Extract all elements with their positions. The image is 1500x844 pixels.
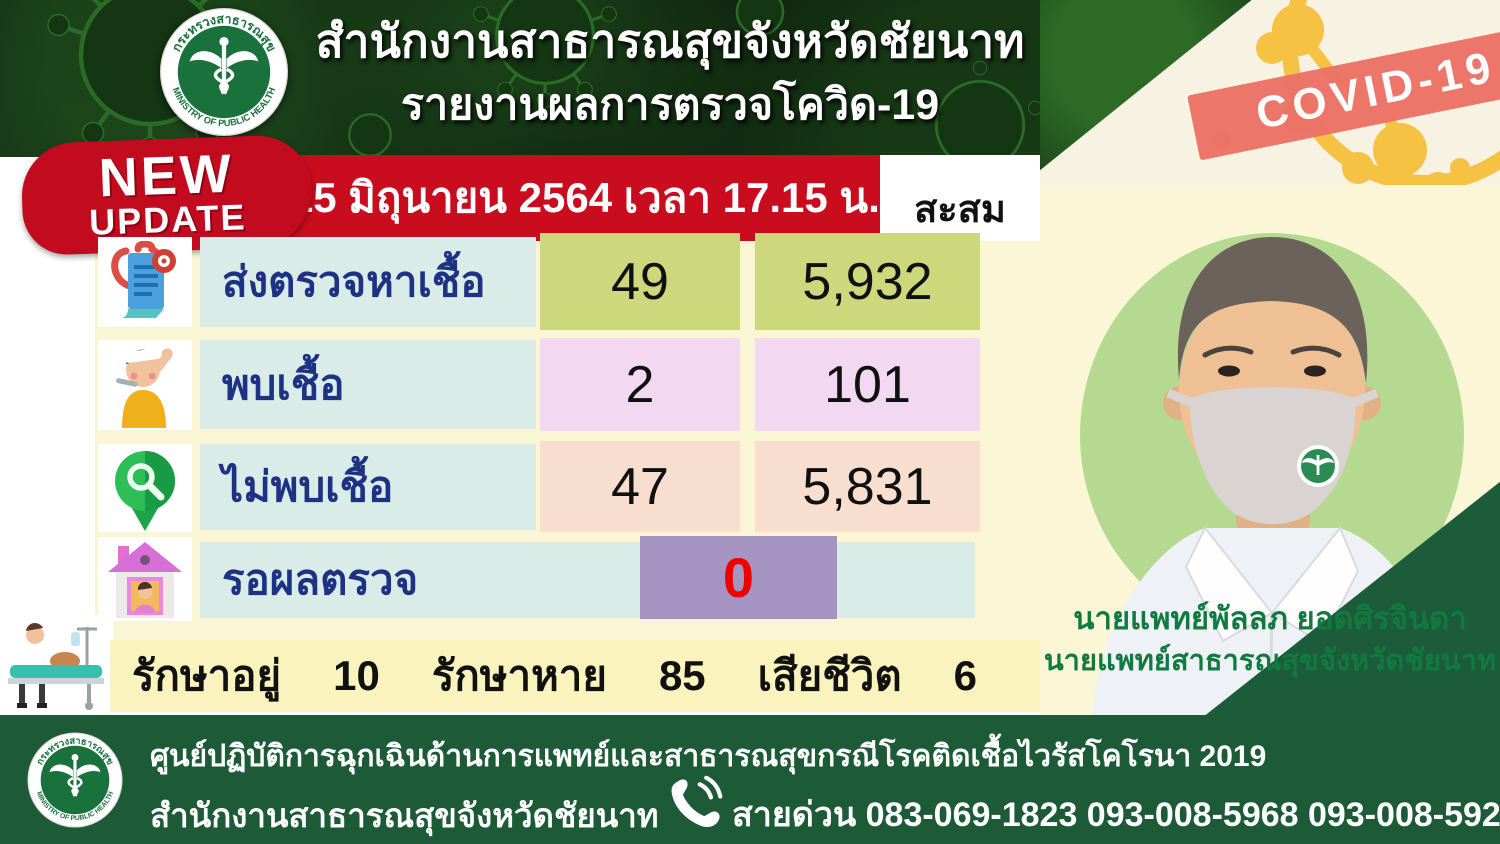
medical-report-icon (98, 237, 192, 327)
moph-logo (158, 6, 290, 138)
header-banner: สำนักงานสาธารณสุขจังหวัดชัยนาท รายงานผลก… (0, 0, 1040, 157)
row-negative-cumulative: 5,831 (755, 441, 980, 532)
new-label: NEW (97, 143, 235, 209)
footer-eoc-line: ศูนย์ปฏิบัติการฉุกเฉินด้านการแพทย์และสาธ… (150, 740, 1267, 773)
footer-bar: ศูนย์ปฏิบัติการฉุกเฉินด้านการแพทย์และสาธ… (0, 715, 1500, 844)
hotline-numbers: สายด่วน 083-069-1823 093-008-5968 093-00… (732, 796, 1500, 834)
sick-person-icon (98, 340, 192, 430)
treating-label: รักษาอยู่ (132, 652, 282, 699)
row-tested-today: 49 (540, 233, 740, 330)
summary-strip: รักษาอยู่ 10 รักษาหาย 85 เสียชีวิต 6 (110, 640, 1040, 712)
row-negative-label: ไม่พบเชื้อ (200, 444, 536, 530)
update-label: UPDATE (88, 196, 248, 243)
row-negative-today: 47 (540, 441, 740, 532)
row-pending-today: 0 (640, 536, 837, 619)
home-quarantine-icon (98, 537, 192, 621)
footer-office-line: สำนักงานสาธารณสุขจังหวัดชัยนาท (150, 797, 659, 834)
row-tested-cumulative: 5,932 (755, 233, 980, 330)
row-pending-label: รอผลตรวจ (200, 542, 975, 618)
row-tested-label: ส่งตรวจหาเชื้อ (200, 237, 536, 327)
treating-value: 10 (333, 652, 380, 699)
officer-title: นายแพทย์สาธารณสุขจังหวัดชัยนาท (1043, 645, 1497, 677)
covid-stamp-corner: COVID-19 (1040, 0, 1500, 185)
phone-icon (671, 775, 723, 828)
deaths-label: เสียชีวิต (757, 652, 902, 699)
hospital-bed-icon (0, 615, 113, 715)
page-title: สำนักงานสาธารณสุขจังหวัดชัยนาท (315, 15, 1025, 67)
cumulative-column-header: สะสม (880, 155, 1040, 241)
officer-panel: นายแพทย์พัลลภ ยอดศิรจินดา นายแพทย์สาธารณ… (1040, 185, 1500, 715)
officer-name: นายแพทย์พัลลภ ยอดศิรจินดา (1073, 601, 1467, 636)
recovered-label: รักษาหาย (431, 652, 607, 699)
page-subtitle: รายงานผลการตรวจโควิด-19 (400, 81, 940, 129)
row-positive-today: 2 (540, 338, 740, 431)
row-positive-label: พบเชื้อ (200, 340, 536, 429)
report-body: วันที่ 15 มิถุนายน 2564 เวลา 17.15 น. NE… (0, 133, 1040, 715)
search-pin-icon (98, 444, 192, 532)
row-positive-cumulative: 101 (755, 338, 980, 431)
recovered-value: 85 (658, 652, 706, 699)
moph-logo-footer (26, 731, 124, 829)
deaths-value: 6 (953, 652, 977, 699)
